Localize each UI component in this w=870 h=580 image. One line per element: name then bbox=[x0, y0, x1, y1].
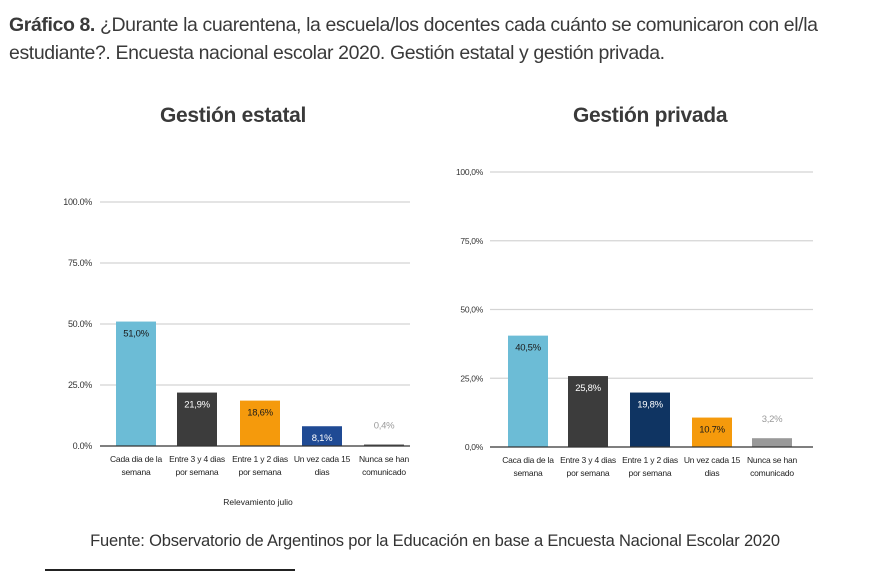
privada-data-label: 40,5% bbox=[515, 343, 541, 354]
privada-category-label: Un vez cada 15 bbox=[684, 455, 741, 465]
privada-bar bbox=[508, 335, 548, 447]
estatal-ytick-label: 50.0% bbox=[68, 319, 92, 329]
estatal-category-label: Nunca se han bbox=[359, 454, 410, 464]
estatal-category-label: por semana bbox=[176, 467, 219, 477]
estatal-data-label: 18,6% bbox=[247, 408, 273, 419]
estatal-data-label: 21,9% bbox=[184, 400, 210, 411]
estatal-ytick-label: 0.0% bbox=[73, 441, 93, 451]
chart-title-privada: Gestión privada bbox=[573, 104, 728, 127]
privada-bar bbox=[568, 376, 608, 447]
estatal-bar bbox=[364, 444, 404, 446]
privada-category-label: dias bbox=[705, 468, 720, 478]
privada-data-label: 19,8% bbox=[637, 400, 663, 411]
privada-bar bbox=[630, 392, 670, 447]
privada-data-label: 10.7% bbox=[699, 425, 725, 436]
estatal-bar bbox=[116, 321, 156, 446]
estatal-ytick-label: 100.0% bbox=[63, 197, 92, 207]
estatal-data-label: 0,4% bbox=[374, 421, 395, 432]
privada-ytick-label: 75,0% bbox=[460, 236, 483, 246]
privada-category-label: por semana bbox=[629, 468, 672, 478]
chart-title-estatal: Gestión estatal bbox=[160, 104, 307, 127]
estatal-bar bbox=[240, 400, 280, 446]
estatal-data-label: 51,0% bbox=[123, 329, 149, 340]
estatal-category-label: dias bbox=[315, 467, 330, 477]
estatal-category-label: Cada dia de la bbox=[110, 454, 162, 464]
estatal-bar bbox=[302, 426, 342, 446]
footnote-divider bbox=[45, 569, 295, 571]
privada-ytick-label: 25,0% bbox=[460, 373, 483, 383]
estatal-category-label: Un vez cada 15 bbox=[294, 454, 351, 464]
estatal-ytick-label: 75.0% bbox=[68, 258, 92, 268]
estatal-category-label: Entre 3 y 4 dias bbox=[169, 454, 225, 464]
privada-ytick-label: 50,0% bbox=[460, 305, 483, 315]
privada-category-label: Entre 1 y 2 dias bbox=[622, 455, 678, 465]
source-note: Fuente: Observatorio de Argentinos por l… bbox=[90, 532, 780, 550]
privada-bar bbox=[692, 417, 732, 447]
privada-category-label: Caca dia de la bbox=[502, 455, 554, 465]
privada-ytick-label: 0,0% bbox=[465, 442, 484, 452]
privada-category-label: comunicado bbox=[750, 468, 794, 478]
estatal-ytick-label: 25.0% bbox=[68, 380, 92, 390]
figure-question: ¿Durante la cuarentena, la escuela/los d… bbox=[9, 14, 818, 64]
privada-category-label: semana bbox=[513, 468, 543, 478]
estatal-data-label: 8,1% bbox=[312, 433, 333, 444]
privada-category-label: Entre 3 y 4 dias bbox=[560, 455, 616, 465]
estatal-category-label: semana bbox=[121, 467, 151, 477]
privada-category-label: Nunca se han bbox=[747, 455, 798, 465]
figure-number: Gráfico 8. bbox=[9, 14, 95, 36]
estatal-category-label: comunicado bbox=[362, 467, 406, 477]
estatal-bar bbox=[177, 392, 217, 446]
estatal-category-label: por semana bbox=[239, 467, 282, 477]
privada-ytick-label: 100,0% bbox=[456, 167, 484, 177]
estatal-x-axis-title: Relevamiento julio bbox=[223, 497, 293, 507]
privada-data-label: 3,2% bbox=[762, 414, 783, 425]
privada-bar bbox=[752, 438, 792, 447]
figure-title: Gráfico 8. ¿Durante la cuarentena, la es… bbox=[9, 11, 859, 67]
estatal-category-label: Entre 1 y 2 dias bbox=[232, 454, 288, 464]
privada-category-label: por semana bbox=[567, 468, 610, 478]
privada-data-label: 25,8% bbox=[575, 383, 601, 394]
